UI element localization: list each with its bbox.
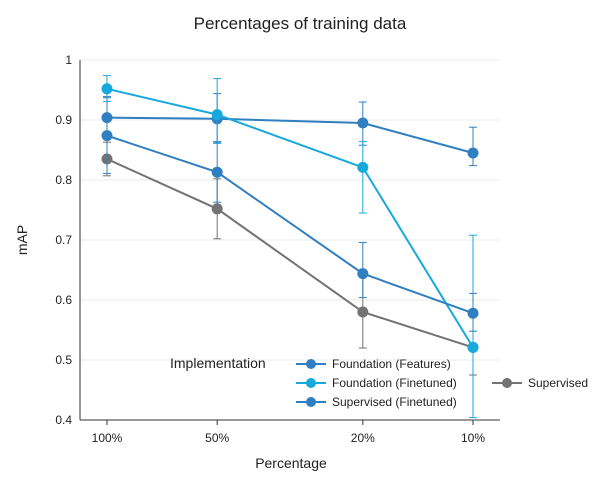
x-tick-label: 50% <box>205 431 229 445</box>
legend-swatch-marker <box>306 359 316 369</box>
series-line <box>106 134 474 315</box>
legend-item-3: Supervised <box>492 376 588 390</box>
y-tick-label: 0.5 <box>55 353 72 367</box>
legend-label: Supervised <box>528 376 588 390</box>
data-point <box>357 268 369 280</box>
legend-item-1: Foundation (Finetuned) <box>296 376 457 390</box>
legend-item-0: Foundation (Features) <box>296 357 451 371</box>
chart-title: Percentages of training data <box>194 14 407 33</box>
series-0 <box>101 97 479 332</box>
series-line <box>106 116 474 154</box>
x-tick-label: 20% <box>351 431 375 445</box>
data-point <box>357 117 369 129</box>
data-point <box>211 166 223 178</box>
legend-item-2: Supervised (Finetuned) <box>296 395 457 409</box>
legend-label: Supervised (Finetuned) <box>332 395 457 409</box>
series-line <box>106 158 474 349</box>
data-point <box>101 83 113 95</box>
legend-label: Foundation (Finetuned) <box>332 376 457 390</box>
legend-swatch-marker <box>306 397 316 407</box>
series-layer <box>101 75 479 419</box>
data-point <box>467 147 479 159</box>
legend: Implementation Foundation (Features) Foun… <box>170 355 588 409</box>
x-tick-label: 100% <box>92 431 123 445</box>
series-3 <box>101 141 479 376</box>
y-tick-label: 0.4 <box>55 413 72 427</box>
gridlines <box>80 59 500 361</box>
legend-label: Foundation (Features) <box>332 357 451 371</box>
data-point <box>357 161 369 173</box>
tick-labels: 0.4 0.5 0.6 0.7 0.8 0.9 1 100% 50% 20% 10% <box>55 53 485 445</box>
data-point <box>467 307 479 319</box>
data-point <box>101 130 113 142</box>
y-tick-label: 0.9 <box>55 113 72 127</box>
y-tick-label: 0.8 <box>55 173 72 187</box>
data-point <box>467 341 479 353</box>
y-tick-label: 0.7 <box>55 233 72 247</box>
y-tick-label: 0.6 <box>55 293 72 307</box>
legend-swatch-marker <box>502 378 512 388</box>
data-point <box>211 203 223 215</box>
y-tick-label: 1 <box>65 53 72 67</box>
legend-swatch-marker <box>306 378 316 388</box>
data-point <box>211 109 223 121</box>
series-line <box>106 87 474 348</box>
x-axis-title: Percentage <box>255 455 327 471</box>
axes <box>79 60 500 425</box>
y-axis-title: mAP <box>14 225 30 255</box>
data-point <box>357 306 369 318</box>
x-tick-label: 10% <box>461 431 485 445</box>
series-2 <box>101 93 479 167</box>
legend-title: Implementation <box>170 355 266 371</box>
